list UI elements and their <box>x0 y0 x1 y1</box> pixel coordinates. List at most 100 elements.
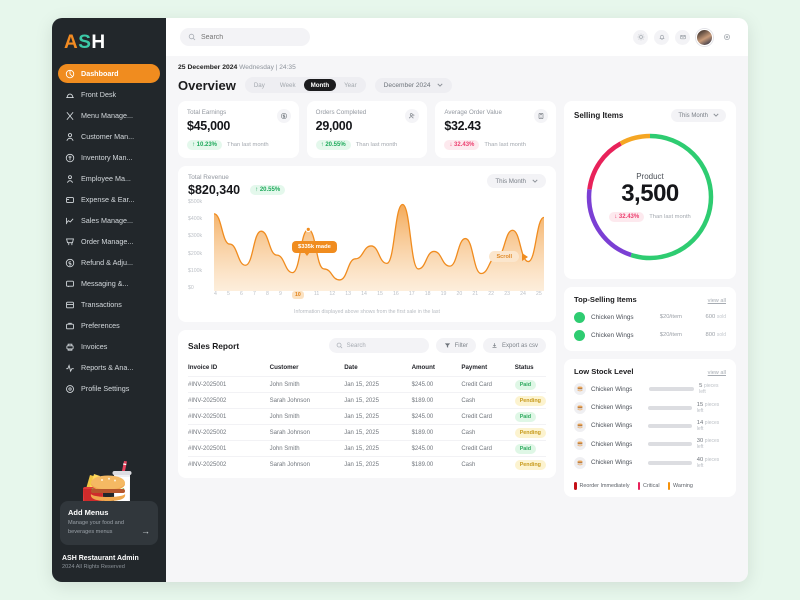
stock-qty: 15 pieces left <box>696 401 720 414</box>
cell-amount: $245.00 <box>411 408 462 425</box>
arrow-right-icon[interactable]: → <box>141 526 150 536</box>
sidebar-item-inventory-management[interactable]: Inventory Man... <box>58 148 160 167</box>
cell-date: Jan 15, 2025 <box>344 392 412 409</box>
play-arrow-icon[interactable] <box>522 252 528 261</box>
cell-customer: John Smith <box>269 408 345 425</box>
month-select[interactable]: December 2024 <box>374 77 452 93</box>
table-row[interactable]: #INV-2025001 John Smith Jan 15, 2025 $245.0… <box>188 408 546 425</box>
stat-delta-value: 10.23% <box>196 142 218 148</box>
add-menus-promo[interactable]: Add Menus Manage your food and beverages… <box>60 457 158 545</box>
transaction-icon <box>64 299 75 310</box>
stock-bar <box>647 405 692 410</box>
list-item[interactable]: Chicken Wings 14 pieces left <box>574 417 726 435</box>
selling-items-period-select[interactable]: This Month <box>671 109 726 122</box>
low-stock-header: Low Stock Level view all <box>574 367 726 376</box>
status-badge: Pending <box>514 427 546 438</box>
tab-week[interactable]: Week <box>279 81 296 89</box>
sidebar-item-preferences[interactable]: Preferences <box>58 316 160 335</box>
pie-chart-icon <box>64 68 75 79</box>
sidebar-item-front-desk[interactable]: Front Desk <box>58 85 160 104</box>
item-sold: 600 sold <box>705 314 726 320</box>
item-color-dot <box>574 329 585 341</box>
search-input[interactable] <box>201 33 302 41</box>
donut-chart <box>586 133 714 261</box>
filter-button[interactable]: Filter <box>435 338 476 353</box>
sidebar-item-dashboard[interactable]: Dashboard <box>58 64 160 83</box>
stat-delta-badge: ↑ 20.55% <box>315 140 351 150</box>
sidebar-item-employee-management[interactable]: Employee Ma... <box>58 169 160 188</box>
top-selling-view-all[interactable]: view all <box>707 298 726 304</box>
sales-report-search[interactable]: Search <box>328 338 429 353</box>
x-tick: 7 <box>253 291 256 297</box>
table-row[interactable]: #INV-2025002 Sarah Johnson Jan 15, 2025 $18… <box>188 424 546 441</box>
table-row[interactable]: #INV-2025001 John Smith Jan 15, 2025 $245.0… <box>188 440 546 457</box>
list-item[interactable]: Chicken Wings 5 pieces left <box>574 380 726 398</box>
search-icon <box>336 342 343 349</box>
revenue-x-axis: 4 5 6 7 8 9 10 11 12 13 14 15 16 17 18 19 20 21 22 23 24 25 <box>214 291 542 299</box>
item-color-dot <box>574 311 585 323</box>
global-search[interactable] <box>180 28 310 46</box>
selling-items-card: Selling Items This Month Product <box>564 101 736 279</box>
tab-year[interactable]: Year <box>344 81 357 89</box>
cell-status: Paid <box>514 408 546 425</box>
sidebar: ASH Dashboard Front Desk Menu Manage... … <box>52 18 166 582</box>
sidebar-item-reports-analytics[interactable]: Reports & Ana... <box>58 358 160 377</box>
sidebar-item-menu-management[interactable]: Menu Manage... <box>58 106 160 125</box>
export-csv-button[interactable]: Export as csv <box>482 338 546 353</box>
x-tick: 11 <box>313 291 320 297</box>
settings-gear-icon[interactable] <box>719 30 734 45</box>
topbar-icons <box>633 28 734 46</box>
sidebar-item-order-management[interactable]: Order Manage... <box>58 232 160 251</box>
sidebar-item-transactions[interactable]: Transactions <box>58 295 160 314</box>
topbar <box>166 18 748 56</box>
legend-label: Critical <box>643 482 660 489</box>
top-selling-card: Top-Selling Items view all Chicken Wings… <box>564 287 736 351</box>
selling-items-title: Selling Items <box>574 111 624 120</box>
sidebar-item-profile-settings[interactable]: Profile Settings <box>58 379 160 398</box>
sidebar-item-expense-earnings[interactable]: Expense & Ear... <box>58 190 160 209</box>
selling-items-header: Selling Items This Month <box>574 109 726 122</box>
low-stock-view-all[interactable]: view all <box>707 370 726 376</box>
revenue-period-select[interactable]: This Month <box>487 174 546 188</box>
list-item[interactable]: Chicken Wings $20/item 600 sold <box>574 308 726 326</box>
list-item[interactable]: Chicken Wings 30 pieces left <box>574 435 726 453</box>
arrow-up-icon: ↑ <box>192 142 195 148</box>
col-amount: Amount <box>411 364 435 371</box>
calculator-icon <box>534 109 549 123</box>
list-item[interactable]: Chicken Wings $20/item 800 sold <box>574 326 726 344</box>
stat-note: Than last month <box>355 142 398 148</box>
x-tick: 18 <box>424 291 431 297</box>
list-item[interactable]: Chicken Wings 15 pieces left <box>574 398 726 416</box>
tab-month[interactable]: Month <box>303 79 337 91</box>
sidebar-item-customer-management[interactable]: Customer Man... <box>58 127 160 146</box>
donut-note: Than last month <box>649 214 691 221</box>
sidebar-item-messaging[interactable]: Messaging &... <box>58 274 160 293</box>
stat-value: 29,000 <box>315 119 353 133</box>
sidebar-item-sales-management[interactable]: Sales Manage... <box>58 211 160 230</box>
sidebar-item-invoices[interactable]: Invoices <box>58 337 160 356</box>
cell-amount: $189.00 <box>411 392 462 409</box>
mail-icon[interactable] <box>675 29 690 45</box>
x-tick: 6 <box>240 291 243 297</box>
table-row[interactable]: #INV-2025002 Sarah Johnson Jan 15, 2025 $18… <box>188 456 546 472</box>
chart-scroll-control[interactable]: Scroll <box>489 251 528 262</box>
stat-cards: Total Earnings $45,000 ↑ 10.23% Than las… <box>178 101 557 158</box>
sidebar-item-refund-adjustments[interactable]: Refund & Adju... <box>58 253 160 272</box>
tab-day[interactable]: Day <box>253 81 265 89</box>
cell-status: Pending <box>514 424 546 441</box>
avatar[interactable] <box>696 28 713 46</box>
bell-icon[interactable] <box>654 29 669 45</box>
x-tick: 24 <box>520 291 526 297</box>
table-row[interactable]: #INV-2025002 Sarah Johnson Jan 15, 2025 $18… <box>188 392 546 409</box>
list-item[interactable]: Chicken Wings 40 pieces left <box>574 454 726 472</box>
cell-status: Paid <box>514 376 546 393</box>
cart-icon <box>64 236 75 247</box>
sun-icon[interactable] <box>633 29 648 45</box>
table-row[interactable]: #INV-2025001 John Smith Jan 15, 2025 $245.0… <box>188 376 546 393</box>
x-tick: 12 <box>329 291 336 297</box>
sidebar-label: Dashboard <box>81 69 119 78</box>
stat-footer: ↑ 20.55% Than last month <box>315 140 419 150</box>
donut-delta-row: ↓ 32.43% Than last month <box>609 212 691 223</box>
status-badge: Paid <box>514 379 537 390</box>
add-menus-card[interactable]: Add Menus Manage your food and beverages… <box>60 501 158 545</box>
